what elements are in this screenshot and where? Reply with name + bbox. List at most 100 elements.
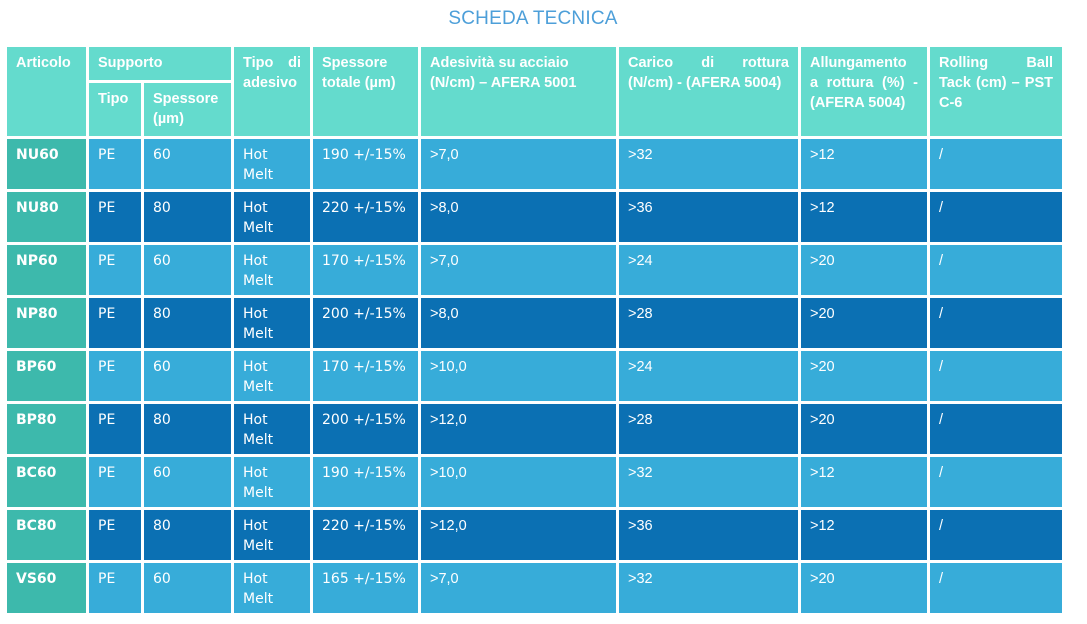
header-carico-rottura: Carico di rottura (N/cm) - (AFERA 5004) xyxy=(616,44,801,139)
cell-spessore: 60 xyxy=(141,136,234,192)
cell-articolo: NU60 xyxy=(4,136,89,192)
page-title: SCHEDA TECNICA xyxy=(448,8,618,29)
cell-rolling-ball: / xyxy=(927,454,1065,510)
cell-adesivo: Hot Melt xyxy=(231,560,313,616)
cell-tipo: PE xyxy=(86,136,144,192)
cell-tipo: PE xyxy=(86,348,144,404)
cell-spessore: 60 xyxy=(141,348,234,404)
header-articolo: Articolo xyxy=(4,44,89,139)
cell-spessore-totale: 200 +/-15% xyxy=(310,401,421,457)
cell-allungamento: >20 xyxy=(798,401,930,457)
cell-adesivita: >7,0 xyxy=(418,560,619,616)
cell-spessore-totale: 190 +/-15% xyxy=(310,136,421,192)
cell-spessore: 60 xyxy=(141,560,234,616)
cell-tipo: PE xyxy=(86,242,144,298)
cell-adesivo: Hot Melt xyxy=(231,348,313,404)
cell-allungamento: >20 xyxy=(798,560,930,616)
cell-spessore: 80 xyxy=(141,189,234,245)
cell-rolling-ball: / xyxy=(927,348,1065,404)
cell-rolling-ball: / xyxy=(927,189,1065,245)
cell-tipo: PE xyxy=(86,507,144,563)
cell-allungamento: >12 xyxy=(798,189,930,245)
cell-adesivo: Hot Melt xyxy=(231,507,313,563)
cell-carico: >32 xyxy=(616,136,801,192)
cell-tipo: PE xyxy=(86,560,144,616)
cell-tipo: PE xyxy=(86,189,144,245)
cell-adesivita: >10,0 xyxy=(418,348,619,404)
cell-tipo: PE xyxy=(86,454,144,510)
cell-spessore-totale: 220 +/-15% xyxy=(310,507,421,563)
cell-spessore-totale: 170 +/-15% xyxy=(310,242,421,298)
cell-adesivo: Hot Melt xyxy=(231,454,313,510)
cell-articolo: VS60 xyxy=(4,560,89,616)
cell-carico: >36 xyxy=(616,189,801,245)
cell-rolling-ball: / xyxy=(927,401,1065,457)
header-supporto: Supporto xyxy=(86,44,234,83)
table-row: NU60 PE 60 Hot Melt 190 +/-15% >7,0 >32 … xyxy=(4,136,1065,192)
cell-articolo: NP80 xyxy=(4,295,89,351)
cell-adesivita: >7,0 xyxy=(418,242,619,298)
cell-spessore: 80 xyxy=(141,295,234,351)
cell-adesivita: >7,0 xyxy=(418,136,619,192)
cell-articolo: NP60 xyxy=(4,242,89,298)
table-row: BC80 PE 80 Hot Melt 220 +/-15% >12,0 >36… xyxy=(4,507,1065,563)
cell-allungamento: >12 xyxy=(798,507,930,563)
cell-adesivo: Hot Melt xyxy=(231,189,313,245)
cell-allungamento: >12 xyxy=(798,136,930,192)
table-header: Articolo Supporto Tipo di adesivo Spesso… xyxy=(4,44,1065,139)
table-row: NP80 PE 80 Hot Melt 200 +/-15% >8,0 >28 … xyxy=(4,295,1065,351)
cell-spessore-totale: 165 +/-15% xyxy=(310,560,421,616)
cell-carico: >28 xyxy=(616,295,801,351)
cell-adesivita: >8,0 xyxy=(418,295,619,351)
table-row: NP60 PE 60 Hot Melt 170 +/-15% >7,0 >24 … xyxy=(4,242,1065,298)
header-tipo-adesivo: Tipo di adesivo xyxy=(231,44,313,139)
cell-spessore-totale: 190 +/-15% xyxy=(310,454,421,510)
header-allungamento: Allungamento a rottura (%) - (AFERA 5004… xyxy=(798,44,930,139)
cell-spessore: 60 xyxy=(141,454,234,510)
header-rolling-ball: Rolling Ball Tack (cm) – PST C-6 xyxy=(927,44,1065,139)
table-row: VS60 PE 60 Hot Melt 165 +/-15% >7,0 >32 … xyxy=(4,560,1065,616)
cell-allungamento: >12 xyxy=(798,454,930,510)
table-row: BP60 PE 60 Hot Melt 170 +/-15% >10,0 >24… xyxy=(4,348,1065,404)
cell-adesivo: Hot Melt xyxy=(231,295,313,351)
cell-rolling-ball: / xyxy=(927,560,1065,616)
cell-spessore: 80 xyxy=(141,507,234,563)
header-supporto-spessore: Spessore (µm) xyxy=(141,80,234,139)
cell-articolo: BC60 xyxy=(4,454,89,510)
header-spessore-totale: Spessore totale (µm) xyxy=(310,44,421,139)
cell-spessore: 60 xyxy=(141,242,234,298)
cell-carico: >24 xyxy=(616,348,801,404)
cell-allungamento: >20 xyxy=(798,242,930,298)
cell-rolling-ball: / xyxy=(927,136,1065,192)
cell-adesivo: Hot Melt xyxy=(231,401,313,457)
cell-carico: >36 xyxy=(616,507,801,563)
cell-carico: >28 xyxy=(616,401,801,457)
table-body: NU60 PE 60 Hot Melt 190 +/-15% >7,0 >32 … xyxy=(4,136,1065,616)
cell-tipo: PE xyxy=(86,295,144,351)
cell-rolling-ball: / xyxy=(927,295,1065,351)
cell-rolling-ball: / xyxy=(927,242,1065,298)
cell-articolo: BP80 xyxy=(4,401,89,457)
table-row: BP80 PE 80 Hot Melt 200 +/-15% >12,0 >28… xyxy=(4,401,1065,457)
cell-adesivo: Hot Melt xyxy=(231,136,313,192)
cell-articolo: BP60 xyxy=(4,348,89,404)
cell-allungamento: >20 xyxy=(798,348,930,404)
cell-carico: >32 xyxy=(616,454,801,510)
cell-articolo: NU80 xyxy=(4,189,89,245)
table-row: BC60 PE 60 Hot Melt 190 +/-15% >10,0 >32… xyxy=(4,454,1065,510)
cell-allungamento: >20 xyxy=(798,295,930,351)
cell-rolling-ball: / xyxy=(927,507,1065,563)
cell-spessore: 80 xyxy=(141,401,234,457)
cell-adesivo: Hot Melt xyxy=(231,242,313,298)
cell-carico: >24 xyxy=(616,242,801,298)
cell-spessore-totale: 200 +/-15% xyxy=(310,295,421,351)
cell-carico: >32 xyxy=(616,560,801,616)
cell-adesivita: >10,0 xyxy=(418,454,619,510)
header-adesivita: Adesività su acciaio (N/cm) – AFERA 5001 xyxy=(418,44,619,139)
cell-tipo: PE xyxy=(86,401,144,457)
table-row: NU80 PE 80 Hot Melt 220 +/-15% >8,0 >36 … xyxy=(4,189,1065,245)
cell-adesivita: >12,0 xyxy=(418,507,619,563)
technical-spec-table: Articolo Supporto Tipo di adesivo Spesso… xyxy=(4,44,1065,616)
cell-spessore-totale: 220 +/-15% xyxy=(310,189,421,245)
header-supporto-tipo: Tipo xyxy=(86,80,144,139)
